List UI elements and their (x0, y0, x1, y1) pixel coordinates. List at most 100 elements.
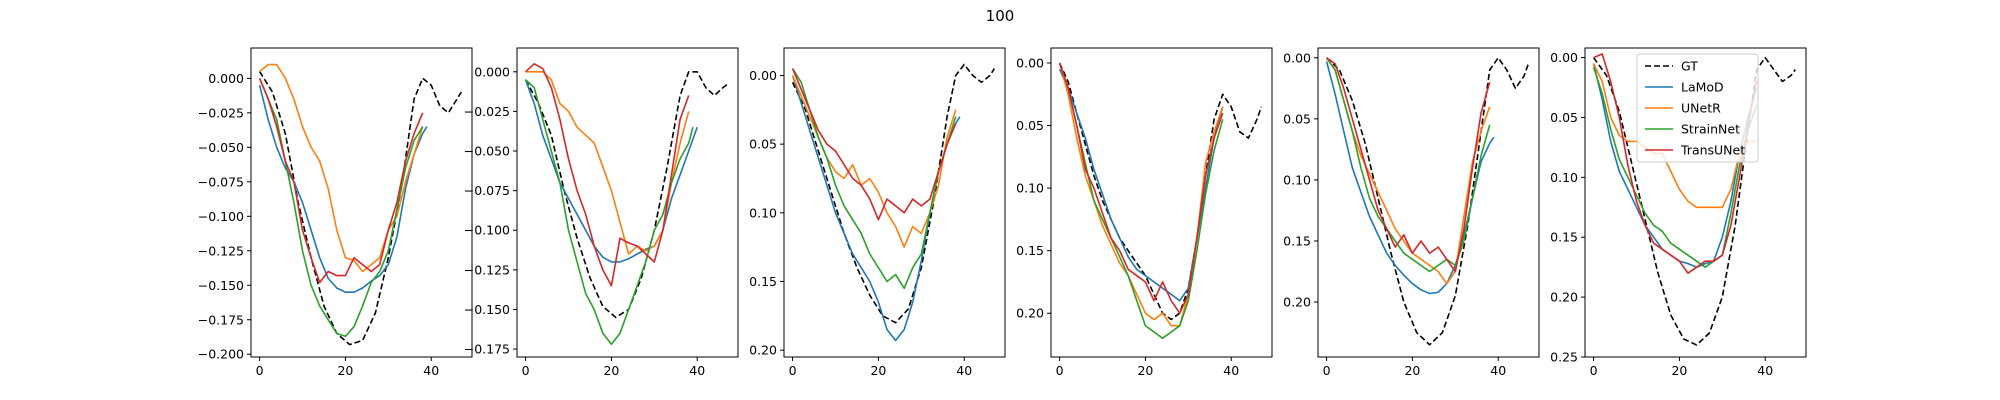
series-line-strainnet (791, 68, 957, 290)
x-tick-label: 20 (870, 363, 886, 378)
x-tick-label: 0 (1056, 363, 1064, 378)
x-tick-label: 40 (689, 363, 705, 378)
y-tick-label: 0.20 (1283, 295, 1311, 310)
subplot-5: 0 20 40 0.00 0.05 0.10 0.15 0.20 (1283, 47, 1540, 378)
legend-label-transunet: TransUNet (1680, 143, 1745, 158)
series-line-gt (1326, 56, 1530, 346)
x-tick-label: 40 (956, 363, 972, 378)
y-tick-label: 0.10 (1016, 181, 1044, 196)
series-group (258, 63, 462, 346)
series-line-unetr (1592, 63, 1757, 209)
x-tick-label: 0 (789, 363, 797, 378)
y-tick-label: −0.150 (464, 302, 510, 317)
subplot-6: 0 20 40 0.00 0.05 0.10 0.15 0.20 0.25 (1550, 47, 1807, 378)
x-tick-label: 0 (1590, 363, 1598, 378)
axes-frame (783, 47, 1006, 358)
y-tick-label: 0.05 (749, 137, 777, 152)
series-line-transunet (1326, 57, 1491, 273)
y-tick-label: 0.10 (749, 205, 777, 220)
axes-frame (250, 47, 473, 358)
figure-title: 100 (986, 7, 1015, 25)
y-tick-label: −0.025 (464, 104, 510, 119)
y-tick-label: 0.20 (1550, 290, 1578, 305)
y-tick-label: −0.125 (198, 243, 244, 258)
series-line-strainnet (1592, 66, 1758, 269)
y-tick-label: 0.15 (749, 274, 777, 289)
y-tick-label: −0.175 (464, 342, 510, 357)
x-tick-label: 20 (1671, 363, 1687, 378)
x-tick-label: 40 (1757, 363, 1773, 378)
series-line-gt (524, 71, 728, 319)
x-tick-label: 20 (337, 363, 353, 378)
subplot-3: 0 20 40 0.00 0.05 0.10 0.15 0.20 (749, 47, 1006, 378)
x-tick-label: 40 (1223, 363, 1239, 378)
x-tick-label: 20 (603, 363, 619, 378)
axes-frame (516, 47, 739, 358)
series-line-unetr (1058, 62, 1224, 327)
subplot-2: 0 20 40 0.000 −0.025 −0.050 −0.075 −0.100 −0.125… (464, 47, 739, 378)
y-tick-label: −0.100 (198, 209, 244, 224)
subplot-4: 0 20 40 0.00 0.05 0.10 0.15 0.20 (1016, 47, 1273, 378)
y-tick-label: 0.00 (1550, 50, 1578, 65)
y-tick-label: 0.00 (749, 68, 777, 83)
y-tick-label: −0.050 (198, 140, 244, 155)
series-line-gt (1592, 56, 1796, 346)
series-line-lamod (791, 75, 961, 342)
series-group (791, 63, 995, 342)
subplots: 0 20 400.000−0.025−0.050−0.075−0.100−0.125… (198, 47, 1807, 378)
y-tick-label: 0.000 (208, 71, 244, 86)
axes-frame (1584, 47, 1807, 358)
series-group (524, 62, 728, 346)
series-line-transunet (1593, 53, 1758, 275)
y-tick-label: 0.000 (474, 64, 510, 79)
x-tick-label: 0 (256, 363, 264, 378)
series-line-transunet (525, 62, 690, 287)
series-line-strainnet (1058, 62, 1224, 340)
y-tick-label: 0.00 (1283, 50, 1311, 65)
legend-label-unetr: UNetR (1681, 101, 1721, 116)
y-tick-label: 0.15 (1550, 230, 1578, 245)
x-tick-label: 0 (1323, 363, 1331, 378)
subplot-1: 0 20 40 0.000 −0.025 −0.050 −0.075 −0.100 −0.125… (198, 47, 473, 378)
x-tick-label: 20 (1404, 363, 1420, 378)
series-line-transunet (791, 68, 957, 221)
y-tick-label: −0.100 (464, 223, 510, 238)
legend-label-strainnet: StrainNet (1681, 122, 1740, 137)
legend-label-gt: GT (1681, 59, 1698, 74)
series-line-lamod (524, 79, 698, 263)
legend-box (1636, 53, 1759, 163)
x-tick-label: 40 (423, 363, 439, 378)
axes-frame (1317, 47, 1540, 358)
y-tick-label: 0.10 (1283, 172, 1311, 187)
y-tick-label: −0.150 (198, 278, 244, 293)
y-tick-label: −0.175 (198, 312, 244, 327)
y-tick-label: −0.050 (464, 144, 510, 159)
axes-frame (1050, 47, 1273, 358)
y-tick-label: 0.05 (1550, 110, 1578, 125)
y-tick-label: −0.200 (198, 347, 244, 362)
y-tick-label: 0.15 (1283, 233, 1311, 248)
x-tick-label: 20 (1137, 363, 1153, 378)
x-tick-label: 0 (522, 363, 530, 378)
y-tick-label: 0.15 (1016, 243, 1044, 258)
series-line-unetr (1325, 57, 1491, 285)
y-tick-label: −0.025 (198, 105, 244, 120)
series-line-unetr (791, 75, 957, 248)
series-line-lamod (1058, 68, 1224, 302)
y-tick-label: 0.10 (1550, 170, 1578, 185)
series-line-gt (258, 71, 462, 346)
y-tick-label: −0.075 (198, 174, 244, 189)
series-line-transunet (1058, 62, 1224, 315)
legend: GT LaMoD UNetR StrainNet TransUNet (1636, 53, 1759, 163)
series-line-gt (791, 63, 995, 324)
series-group (1325, 56, 1530, 346)
y-tick-label: 0.00 (1016, 56, 1044, 71)
y-tick-label: 0.25 (1550, 350, 1578, 365)
series-group (1058, 62, 1263, 340)
y-tick-label: 0.20 (1016, 306, 1044, 321)
series-line-unetr (259, 63, 424, 273)
series-line-strainnet (1325, 57, 1491, 273)
series-group (1592, 53, 1796, 346)
series-line-strainnet (258, 77, 424, 338)
